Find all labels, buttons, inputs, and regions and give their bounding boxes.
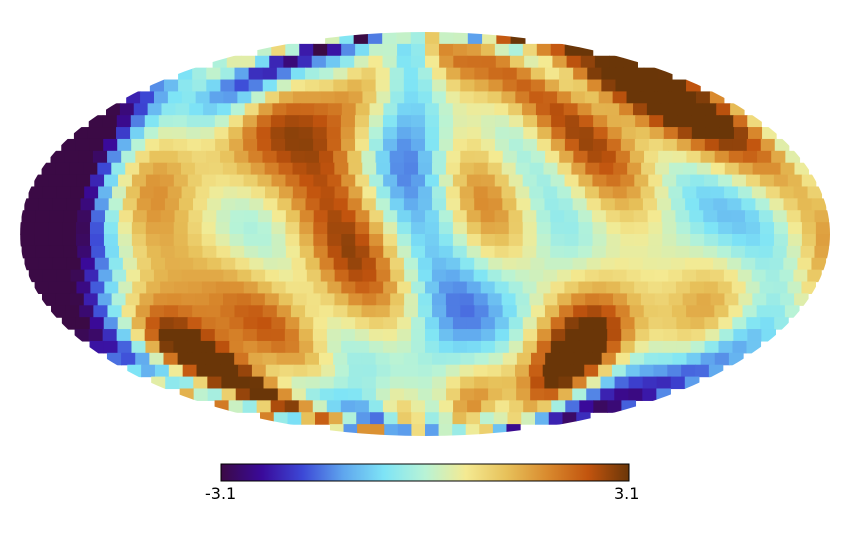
colorbar — [220, 463, 630, 482]
colorbar-min-label: -3.1 — [205, 484, 237, 503]
map-pixels — [20, 32, 830, 436]
colorbar-max-label: 3.1 — [614, 484, 640, 503]
